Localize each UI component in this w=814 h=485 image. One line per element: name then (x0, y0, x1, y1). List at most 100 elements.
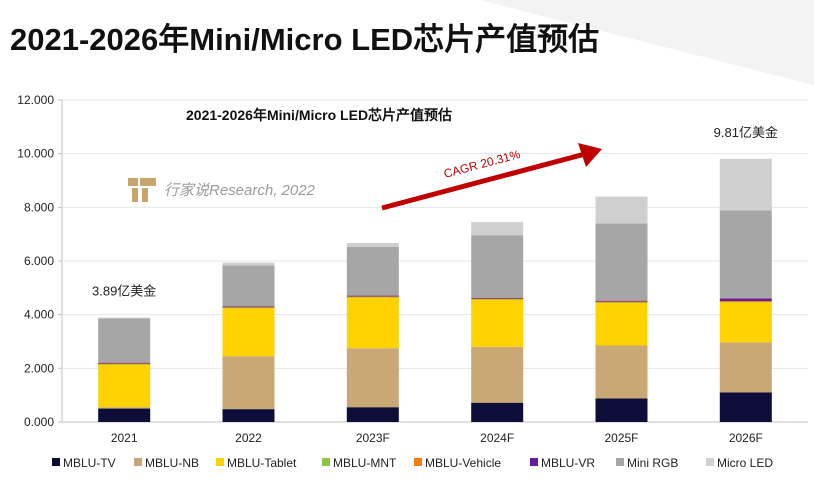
total-annotation: 9.81亿美金 (714, 125, 778, 140)
legend-label: MBLU-VR (541, 456, 595, 470)
legend-item: Micro LED (706, 456, 773, 470)
bar-segment-mblu-tablet (98, 364, 151, 408)
watermark-text: 行家说Research, 2022 (164, 182, 316, 199)
bar-segment-mblu-nb (98, 407, 151, 409)
bar-segment-mblu-nb (346, 348, 399, 408)
legend-swatch (134, 458, 142, 466)
bar-segment-mblu-tablet (346, 297, 399, 349)
legend-swatch (530, 458, 538, 466)
y-tick-label: 8.000 (24, 200, 54, 214)
page-title: 2021-2026年Mini/Micro LED芯片产值预估 (10, 22, 600, 57)
bar-segment-mblu-tablet (719, 302, 772, 343)
y-tick-label: 2.000 (24, 361, 54, 375)
bar-segment-mblu-vr (471, 297, 524, 299)
bar-segment-mblu-mnt (346, 296, 399, 298)
bar-segment-mblu-vr (222, 306, 275, 308)
bar-segment-mblu-tv (98, 408, 151, 422)
bar-segment-mblu-nb (471, 346, 524, 403)
bar-segment-mblu-vehicle (222, 306, 275, 308)
legend-swatch (414, 458, 422, 466)
legend-label: MBLU-NB (145, 456, 199, 470)
bar-segment-mini-rgb (346, 247, 399, 296)
bar-segment-mblu-vr (98, 362, 151, 364)
legend-label: Mini RGB (627, 456, 678, 470)
y-tick-label: 0.000 (24, 415, 54, 429)
bar-segment-mini-rgb (719, 210, 772, 299)
bar-segment-micro-led (98, 317, 151, 319)
bar-segment-mblu-vehicle (471, 298, 524, 300)
legend-item: MBLU-Tablet (216, 456, 297, 470)
bar-segment-mblu-vr (719, 298, 772, 301)
bar-segment-mblu-vr (595, 300, 648, 302)
chart-title: 2021-2026年Mini/Micro LED芯片产值预估 (186, 107, 452, 123)
bar-segment-mblu-tv (471, 402, 524, 422)
x-axis: 2021 2022 2023F 2024F 2025F 2026F (111, 431, 763, 445)
y-tick-label: 4.000 (24, 308, 54, 322)
bar-segment-mblu-vehicle (719, 301, 772, 302)
bar-segment-micro-led (471, 222, 524, 236)
x-tick-label: 2021 (111, 431, 138, 445)
legend-item: Mini RGB (616, 456, 678, 470)
bar-segment-mini-rgb (98, 318, 151, 363)
y-axis: 0.000 2.000 4.000 6.000 8.000 10.000 12.000 (17, 93, 808, 429)
bar-segment-mblu-tv (222, 409, 275, 422)
bar-segment-mblu-nb (719, 342, 772, 393)
bar-segment-mblu-tablet (471, 299, 524, 347)
bar-segment-mblu-tablet (222, 308, 275, 357)
legend-item: MBLU-MNT (322, 456, 397, 470)
bar-segment-mblu-tablet (595, 302, 648, 346)
legend-item: MBLU-TV (52, 456, 116, 470)
x-tick-label: 2023F (356, 431, 390, 445)
legend-item: MBLU-VR (530, 456, 595, 470)
bar-segment-micro-led (222, 262, 275, 266)
x-tick-label: 2022 (235, 431, 262, 445)
legend: MBLU-TV MBLU-NB MBLU-Tablet MBLU-MNT MBLU-Ve… (52, 456, 773, 470)
bar-segment-mblu-nb (595, 345, 648, 399)
legend-swatch (322, 458, 330, 466)
legend-swatch (706, 458, 714, 466)
bar-segment-mblu-vehicle (595, 301, 648, 303)
annotation-group: 3.89亿美金 9.81亿美金 (92, 125, 778, 299)
bar-segment-mini-rgb (222, 265, 275, 307)
legend-item: MBLU-Vehicle (414, 456, 501, 470)
cagr-arrow (381, 143, 602, 211)
legend-swatch (52, 458, 60, 466)
bar-segment-mblu-tv (346, 407, 399, 422)
x-tick-label: 2026F (729, 431, 763, 445)
bar-segment-mblu-tv (719, 392, 772, 422)
watermark: 行家说Research, 2022 (128, 178, 316, 202)
legend-label: MBLU-Tablet (227, 456, 297, 470)
bar-segment-mblu-vr (346, 295, 399, 297)
bar-segment-mblu-tv (595, 398, 648, 422)
legend-swatch (616, 458, 624, 466)
bar-segment-mini-rgb (471, 235, 524, 298)
y-tick-label: 6.000 (24, 254, 54, 268)
bar-segment-mblu-mnt (595, 302, 648, 303)
legend-item: MBLU-NB (134, 456, 199, 470)
bar-segment-micro-led (346, 243, 399, 247)
y-tick-label: 10.000 (17, 147, 54, 161)
bar-segment-mini-rgb (595, 223, 648, 301)
bar-segment-mblu-vehicle (98, 363, 151, 364)
bar-segment-mblu-mnt (719, 301, 772, 303)
bar-segment-mblu-mnt (98, 363, 151, 365)
legend-label: Micro LED (717, 456, 773, 470)
bar-segment-mblu-nb (222, 356, 275, 410)
legend-label: MBLU-MNT (333, 456, 397, 470)
y-tick-label: 12.000 (17, 93, 54, 107)
bar-segment-micro-led (719, 158, 772, 211)
bar-group (98, 158, 772, 422)
x-tick-label: 2024F (480, 431, 514, 445)
watermark-logo-icon (128, 178, 156, 202)
bar-segment-mblu-vehicle (346, 296, 399, 297)
x-tick-label: 2025F (604, 431, 638, 445)
bar-segment-micro-led (595, 196, 648, 224)
total-annotation: 3.89亿美金 (92, 284, 156, 299)
legend-swatch (216, 458, 224, 466)
bar-segment-mblu-mnt (471, 298, 524, 300)
legend-label: MBLU-Vehicle (425, 456, 501, 470)
legend-label: MBLU-TV (63, 456, 116, 470)
bar-segment-mblu-mnt (222, 307, 275, 309)
